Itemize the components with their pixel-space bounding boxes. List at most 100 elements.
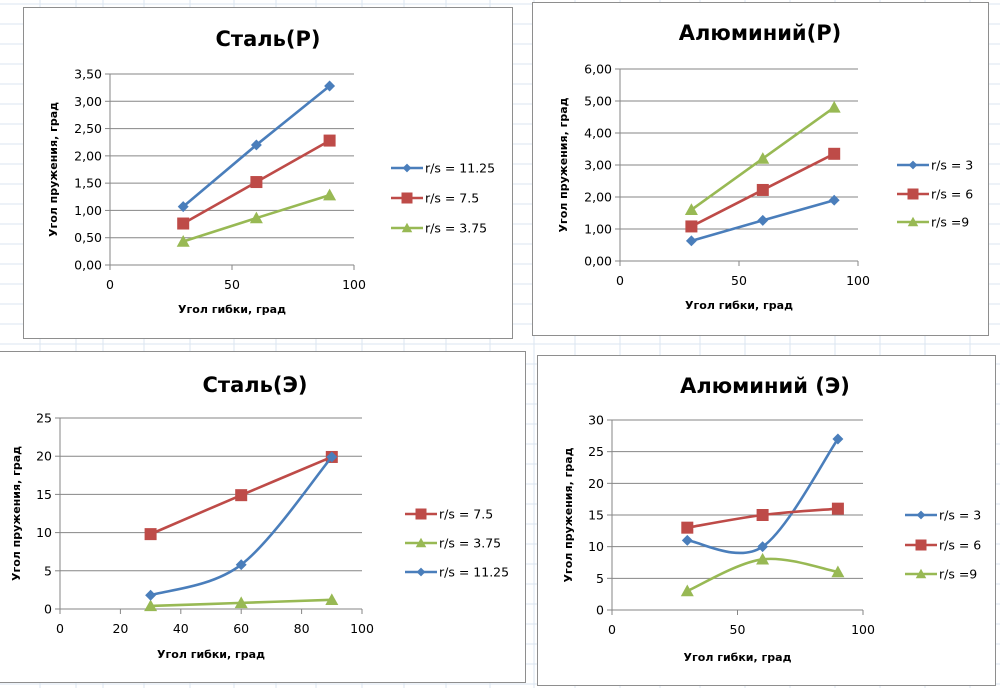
y-axis-label: Угол пружения, град <box>562 447 575 582</box>
data-point-diamond[interactable] <box>324 80 336 92</box>
y-tick-label: 25 <box>588 444 604 459</box>
x-tick-label: 80 <box>294 621 310 636</box>
legend-entry[interactable]: r/s = 3.75 <box>391 221 487 236</box>
data-point-square[interactable] <box>828 147 841 160</box>
y-tick-label: 20 <box>36 449 52 464</box>
y-tick-label: 30 <box>588 413 604 428</box>
series-rs11.25 <box>177 80 336 213</box>
legend-entry[interactable]: r/s = 6 <box>905 538 981 553</box>
x-axis-label: Угол гибки, град <box>157 648 265 661</box>
legend-entry[interactable]: r/s = 11.25 <box>391 161 495 176</box>
y-tick-label: 5 <box>44 563 52 578</box>
data-point-triangle[interactable] <box>756 552 770 565</box>
legend-label: r/s = 7.5 <box>425 191 479 206</box>
data-point-triangle[interactable] <box>325 593 339 606</box>
data-point-diamond[interactable] <box>685 235 697 247</box>
data-point-square[interactable] <box>681 521 694 534</box>
legend-marker-square-icon[interactable] <box>915 539 927 551</box>
series-rs3.75 <box>176 188 337 247</box>
y-tick-label: 25 <box>36 411 52 426</box>
data-point-triangle[interactable] <box>756 152 770 164</box>
legend-entry[interactable]: r/s = 3 <box>905 508 981 523</box>
data-point-diamond[interactable] <box>177 201 189 213</box>
chart-steel-e[interactable] <box>0 351 526 683</box>
series-line[interactable] <box>150 456 333 597</box>
legend-label: r/s =9 <box>939 567 977 582</box>
data-point-square[interactable] <box>756 509 769 521</box>
legend-marker-triangle-icon[interactable] <box>415 537 427 548</box>
data-point-diamond[interactable] <box>681 534 693 546</box>
x-tick-label: 50 <box>224 277 240 292</box>
data-point-square[interactable] <box>685 220 698 233</box>
data-point-square[interactable] <box>250 176 263 189</box>
data-point-square[interactable] <box>323 134 336 147</box>
y-tick-label: 0,00 <box>74 258 102 273</box>
y-axis-label: Угол пружения, град <box>10 446 23 581</box>
series-rs6 <box>681 502 844 534</box>
legend-marker-triangle-icon[interactable] <box>401 222 413 233</box>
chart-steel-p[interactable] <box>23 7 513 339</box>
legend-entry[interactable]: r/s = 3.75 <box>405 536 501 551</box>
chart-steel-p-content: Сталь(Р) 0,00 0,50 1,00 1,50 2,00 2,50 3,00 3,50… <box>47 27 495 316</box>
legend-marker-diamond-icon[interactable] <box>416 567 426 577</box>
legend-marker-diamond-icon[interactable] <box>402 163 412 173</box>
legend-marker-square-icon[interactable] <box>401 192 413 204</box>
x-tick-label: 0 <box>608 622 616 637</box>
x-tick-label: 100 <box>350 621 374 636</box>
data-point-triangle[interactable] <box>831 565 845 578</box>
data-point-triangle[interactable] <box>323 188 337 201</box>
legend-marker-square-icon[interactable] <box>907 188 919 200</box>
data-point-diamond[interactable] <box>828 194 840 206</box>
series-rs9 <box>680 552 845 597</box>
y-tick-label: 10 <box>588 539 604 554</box>
y-tick-label: 6,00 <box>584 62 612 77</box>
data-point-square[interactable] <box>831 502 844 515</box>
data-point-diamond[interactable] <box>235 559 247 571</box>
data-point-triangle[interactable] <box>234 596 248 609</box>
legend-entry[interactable]: r/s = 6 <box>897 187 973 202</box>
legend-entry[interactable]: r/s = 11.25 <box>405 565 509 580</box>
data-point-triangle[interactable] <box>827 100 841 113</box>
data-point-diamond[interactable] <box>757 541 769 553</box>
x-tick-label: 100 <box>342 277 366 292</box>
x-axis-label: Угол гибки, град <box>684 651 792 664</box>
x-axis-label: Угол гибки, град <box>178 303 286 316</box>
legend-marker-triangle-icon[interactable] <box>915 568 927 579</box>
series-rs3.75 <box>144 593 339 612</box>
legend-marker-square-icon[interactable] <box>415 508 427 520</box>
data-point-square[interactable] <box>235 489 248 502</box>
x-tick-label: 50 <box>731 273 747 288</box>
data-point-diamond[interactable] <box>250 139 262 151</box>
legend-entry[interactable]: r/s = 3 <box>897 158 973 173</box>
data-point-diamond[interactable] <box>757 214 769 226</box>
legend-entry[interactable]: r/s =9 <box>897 215 969 230</box>
data-point-triangle[interactable] <box>680 584 694 597</box>
x-tick-label: 0 <box>56 621 64 636</box>
data-point-square[interactable] <box>177 217 190 230</box>
legend-entry[interactable]: r/s =9 <box>905 567 977 582</box>
y-tick-label: 0,50 <box>74 230 102 245</box>
series-rs9 <box>684 100 841 215</box>
legend-label: r/s = 11.25 <box>425 161 495 176</box>
chart-title: Сталь(Р) <box>216 27 321 51</box>
legend-entry[interactable]: r/s = 7.5 <box>391 191 479 206</box>
legend-marker-diamond-icon[interactable] <box>908 160 918 170</box>
data-point-diamond[interactable] <box>832 433 844 445</box>
data-point-square[interactable] <box>756 183 769 196</box>
data-point-diamond[interactable] <box>145 589 157 601</box>
series-rs3 <box>685 194 840 247</box>
legend-marker-diamond-icon[interactable] <box>916 510 926 520</box>
y-tick-label: 15 <box>36 487 52 502</box>
data-point-triangle[interactable] <box>144 599 158 612</box>
y-tick-label: 5 <box>596 571 604 586</box>
legend-entry[interactable]: r/s = 7.5 <box>405 507 493 522</box>
data-point-triangle[interactable] <box>684 203 698 215</box>
data-point-square[interactable] <box>144 528 157 541</box>
data-point-triangle[interactable] <box>176 235 190 247</box>
series-line[interactable] <box>687 438 839 555</box>
data-point-triangle[interactable] <box>249 211 263 224</box>
y-tick-label: 2,00 <box>584 190 612 205</box>
legend-marker-triangle-icon[interactable] <box>907 216 919 227</box>
data-point-diamond[interactable] <box>326 451 338 463</box>
